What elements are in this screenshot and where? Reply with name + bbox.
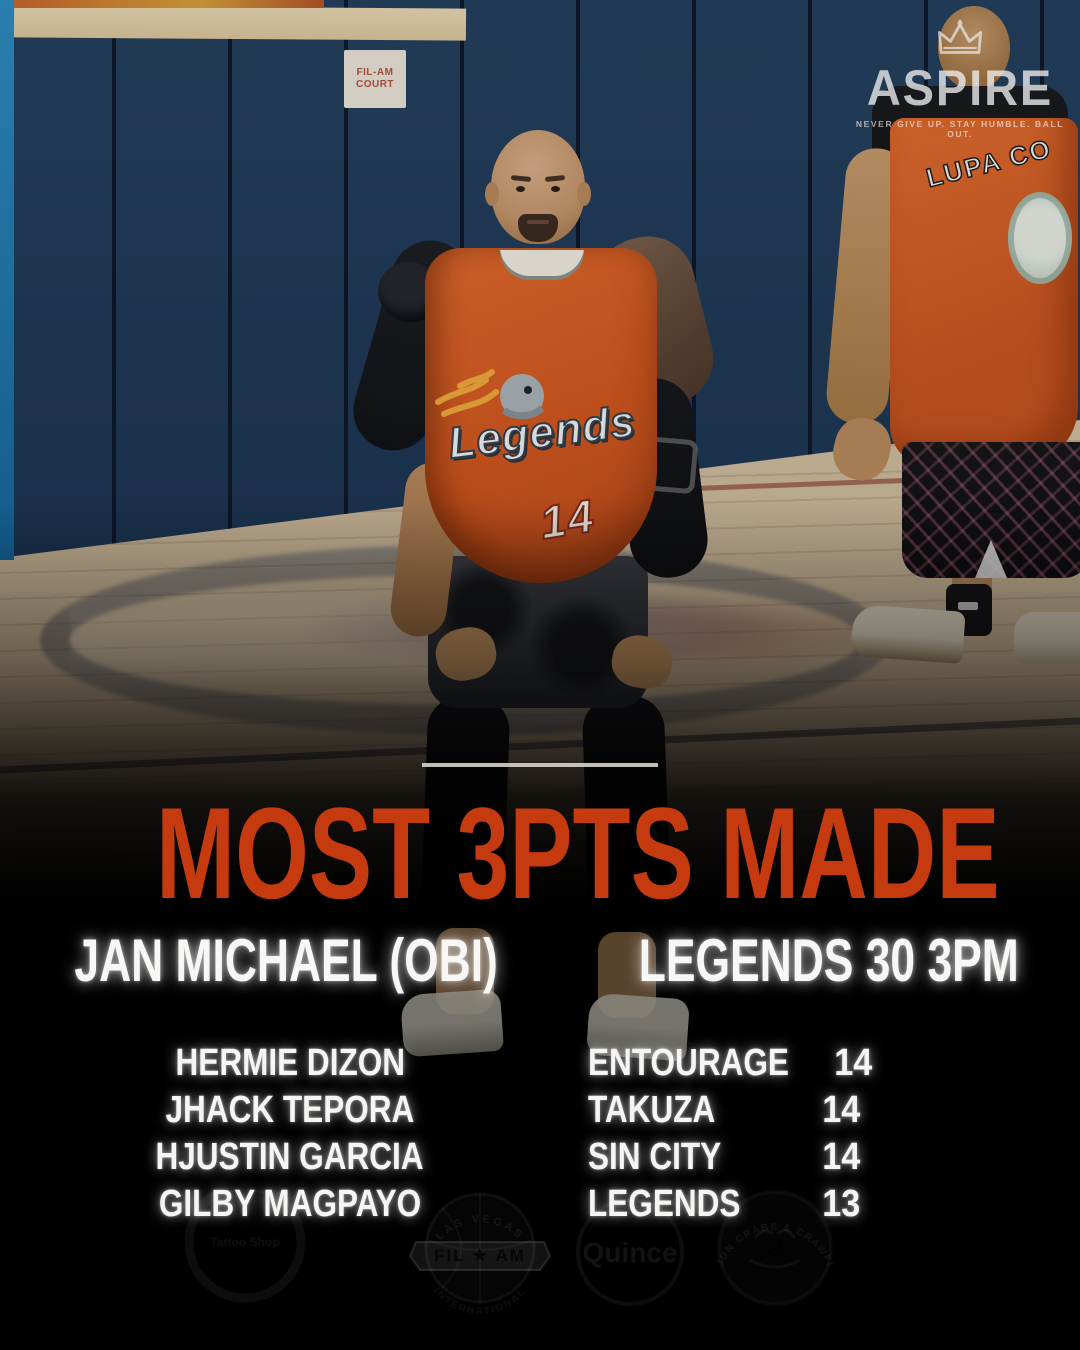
poster-title-text: MOST 3PTS MADE bbox=[156, 780, 1000, 926]
quince-logo: Quince bbox=[576, 1198, 684, 1306]
cajun-center-mark: c³ bbox=[768, 1243, 782, 1260]
tattoo-shop-stamp: Tattoo Shop bbox=[184, 1190, 306, 1303]
featured-team-score-time: LEGENDS 30 3PM bbox=[638, 927, 1019, 994]
brand-name: ASPIRE bbox=[866, 60, 1054, 116]
list-item: HERMIE DIZON bbox=[175, 1042, 405, 1084]
featured-player-name: JAN MICHAEL (OBI) bbox=[74, 927, 498, 994]
list-item: HJUSTIN GARCIA bbox=[155, 1136, 425, 1178]
table-row: TAKUZA 14 bbox=[588, 1087, 860, 1134]
team-name: TAKUZA bbox=[588, 1089, 716, 1131]
table-row: ENTOURAGE 14 bbox=[588, 1040, 872, 1087]
aspire-logo: ASPIRE NEVER GIVE UP. STAY HUMBLE. BALL … bbox=[848, 18, 1072, 139]
crown-icon bbox=[938, 19, 982, 54]
sponsor-watermarks: Tattoo Shop LAS VEGAS FIL ★ AM INTERNATI… bbox=[150, 1190, 834, 1317]
poster-title: MOST 3PTS MADE bbox=[0, 788, 1080, 918]
crab-icon bbox=[749, 1229, 801, 1269]
runner-up-players-list: HERMIE DIZON JHACK TEPORA HJUSTIN GARCIA… bbox=[60, 1040, 520, 1228]
team-value: 13 bbox=[821, 1183, 860, 1225]
tattoo-shop-label: Tattoo Shop bbox=[210, 1235, 279, 1249]
team-totals-list: ENTOURAGE 14 TAKUZA 14 SIN CITY 14 LEGEN… bbox=[588, 1040, 872, 1228]
list-item: GILBY MAGPAYO bbox=[158, 1183, 422, 1225]
table-row: LEGENDS 13 bbox=[588, 1181, 860, 1228]
team-name: SIN CITY bbox=[588, 1136, 722, 1178]
team-value: 14 bbox=[821, 1089, 860, 1131]
list-item: JHACK TEPORA bbox=[165, 1089, 415, 1131]
team-name: ENTOURAGE bbox=[588, 1042, 789, 1084]
team-value: 14 bbox=[821, 1136, 860, 1178]
quince-label: Quince bbox=[583, 1237, 678, 1268]
filam-international-logo: LAS VEGAS FIL ★ AM INTERNATIONAL bbox=[408, 1192, 552, 1317]
title-divider bbox=[422, 763, 658, 767]
subtitle-row: JAN MICHAEL (OBI) LEGENDS 30 3PM bbox=[0, 928, 1080, 994]
team-name: LEGENDS bbox=[588, 1183, 741, 1225]
brand-tagline: NEVER GIVE UP. STAY HUMBLE. BALL OUT. bbox=[855, 119, 1065, 139]
filam-banner-text: FIL ★ AM bbox=[434, 1246, 526, 1265]
team-value: 14 bbox=[834, 1042, 873, 1084]
table-row: SIN CITY 14 bbox=[588, 1134, 860, 1181]
